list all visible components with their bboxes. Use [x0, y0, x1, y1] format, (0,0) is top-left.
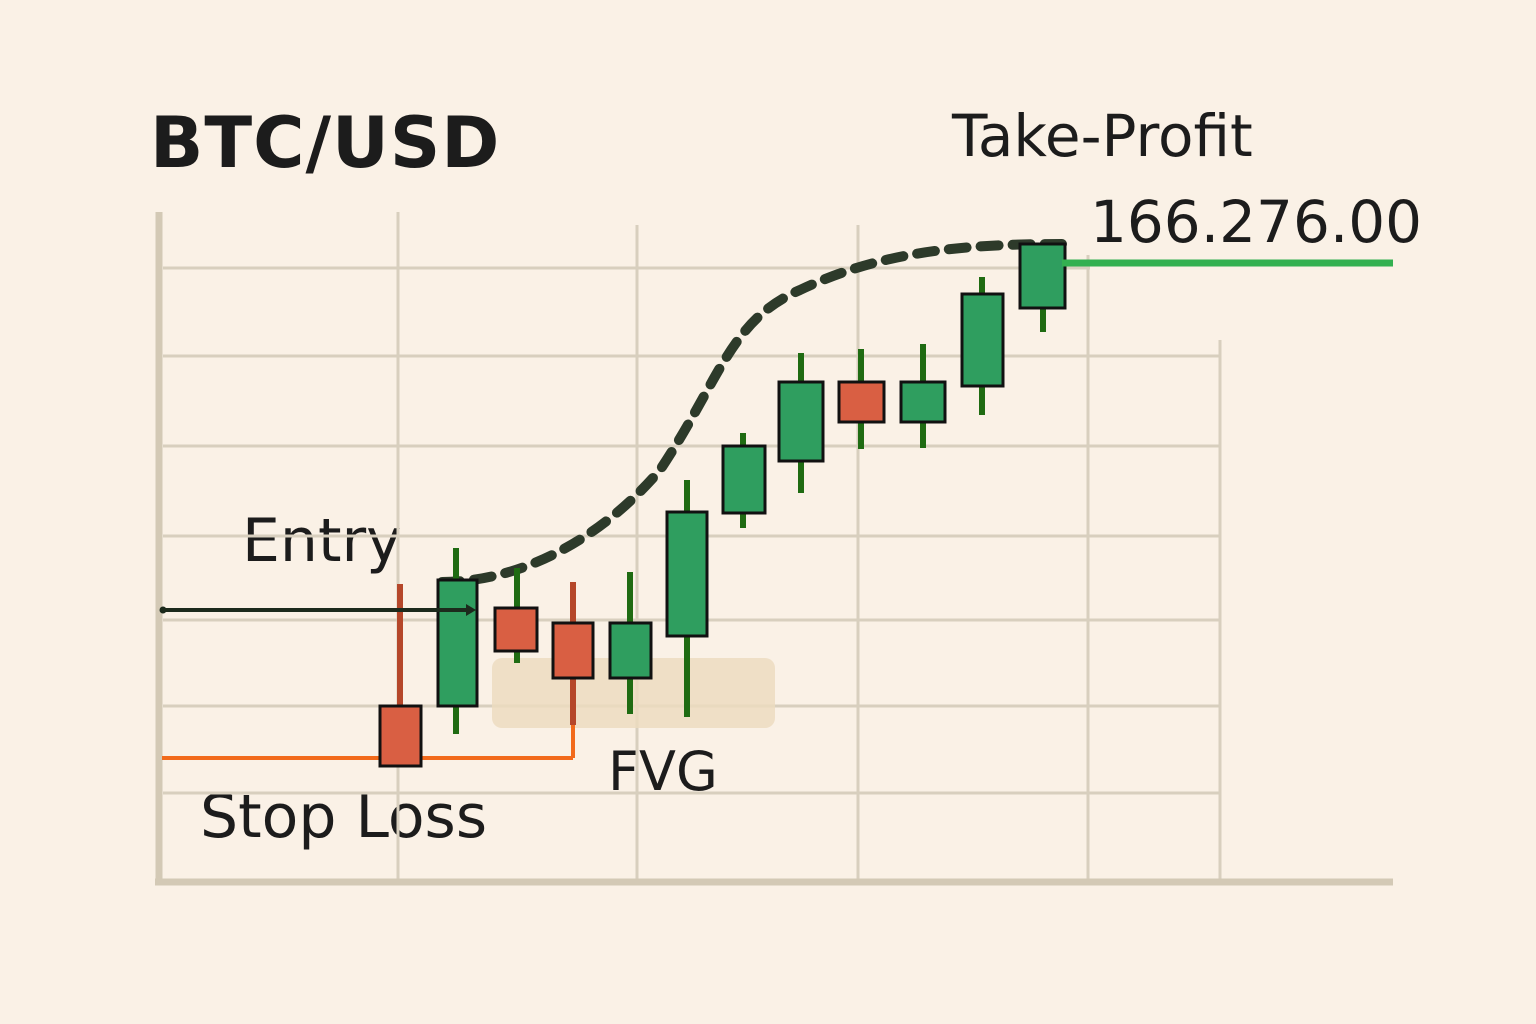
candle-10: [899, 380, 947, 424]
candle-9: [837, 380, 886, 424]
candle-12: [1018, 242, 1067, 310]
candles: [378, 242, 1067, 768]
axes: [155, 212, 1393, 886]
candle-3: [493, 606, 539, 653]
candle-2: [436, 578, 479, 708]
trend-dashed-curve: [437, 239, 1067, 587]
candle-6: [665, 510, 709, 638]
candle-1: [378, 704, 423, 768]
entry-line: [159, 604, 476, 616]
candle-5: [608, 621, 653, 680]
entry-label: Entry: [242, 506, 402, 576]
candle-11: [960, 292, 1005, 388]
take-profit-label: Take-Profit: [952, 102, 1253, 170]
take-profit-value: 166.276.00: [1090, 188, 1423, 256]
candle-8: [777, 380, 825, 463]
candle-7: [721, 444, 767, 515]
chart-title: BTC/USD: [150, 102, 501, 184]
candle-4: [551, 621, 595, 680]
